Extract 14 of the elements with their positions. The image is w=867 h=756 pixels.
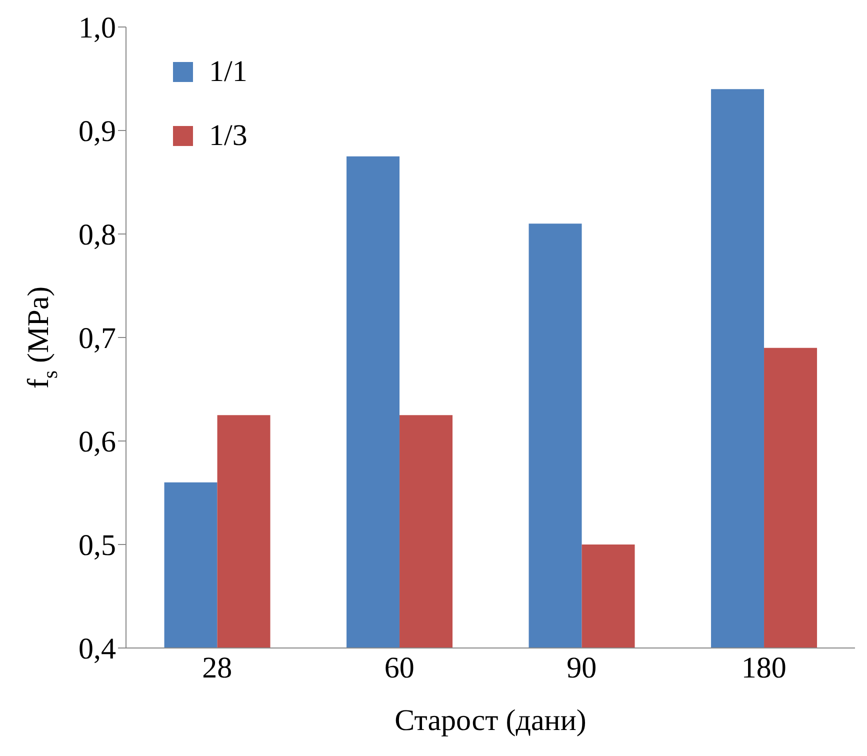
y-tick-label: 0,8: [78, 218, 116, 252]
y-tick-label: 0,5: [78, 529, 116, 562]
x-tick-label: 28: [202, 651, 232, 684]
y-tick-label: 0,6: [78, 426, 116, 459]
y-tick-label: 0,4: [78, 632, 116, 666]
legend-label: 1/1: [209, 55, 248, 89]
y-tick-label: 1,0: [78, 12, 116, 45]
legend-label: 1/3: [209, 119, 248, 153]
y-tick-label: 0,7: [78, 322, 116, 356]
y-tick-label: 0,9: [78, 115, 116, 148]
x-tick-label: 90: [566, 651, 597, 684]
x-tick-label: 60: [384, 651, 414, 684]
x-tick-label: 180: [741, 651, 786, 684]
x-axis-title: Старост (дани): [394, 704, 586, 737]
